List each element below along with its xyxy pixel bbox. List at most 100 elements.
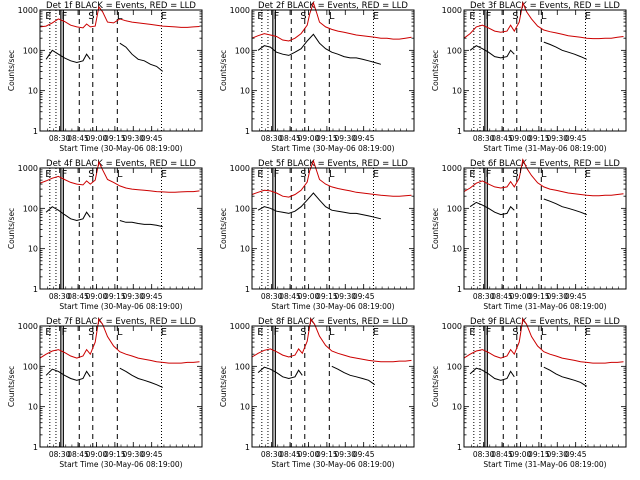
series-line-events xyxy=(257,365,375,386)
x-tick-label: 09:00 xyxy=(298,134,320,143)
x-tick-label: 09:30 xyxy=(122,134,144,143)
x-tick-label: 09:00 xyxy=(86,134,108,143)
segment-marker-f: F xyxy=(62,11,68,22)
y-tick-label: 100 xyxy=(23,46,38,55)
series-line-events xyxy=(45,367,163,388)
y-tick-label: 1 xyxy=(245,127,250,136)
x-tick-label: 08:45 xyxy=(67,134,89,143)
x-tick-label: 09:15 xyxy=(104,292,126,301)
segment-marker-l: L xyxy=(541,327,547,338)
segment-marker-e: E xyxy=(257,169,263,180)
y-tick-label: 10 xyxy=(240,403,250,412)
y-axis-label: Counts/sec xyxy=(219,366,228,407)
segment-marker-s: S xyxy=(512,327,518,338)
x-axis-label: Start Time (30-May-06 08:19:00) xyxy=(59,302,182,311)
y-tick-label: 100 xyxy=(235,46,250,55)
y-tick-label: 1 xyxy=(33,285,38,294)
x-tick-label: 09:00 xyxy=(86,450,108,459)
series-line-lld xyxy=(39,5,200,29)
chart-title: Det 6f BLACK = Events, RED = LLD xyxy=(470,159,620,169)
y-tick-label: 1 xyxy=(245,285,250,294)
segment-marker-e: E xyxy=(469,169,475,180)
x-tick-label: 08:45 xyxy=(279,134,301,143)
x-tick-label: 09:00 xyxy=(86,292,108,301)
x-axis-label: Start Time (31-May-06 08:19:00) xyxy=(483,144,606,153)
y-tick-label: 1000 xyxy=(230,322,250,331)
series-line-lld xyxy=(251,159,412,198)
y-axis-label: Counts/sec xyxy=(7,50,16,91)
segment-marker-e: E xyxy=(45,327,51,338)
segment-marker-f: F xyxy=(274,327,280,338)
y-tick-label: 1000 xyxy=(442,322,462,331)
series-line-events xyxy=(257,33,382,65)
x-tick-label: 09:30 xyxy=(334,450,356,459)
segment-marker-s: S xyxy=(300,169,306,180)
x-tick-label: 09:45 xyxy=(141,134,163,143)
series-line-lld xyxy=(463,1,624,40)
x-tick-label: 08:45 xyxy=(491,292,513,301)
chart-title: Det 2f BLACK = Events, RED = LLD xyxy=(258,1,408,11)
x-tick-label: 08:30 xyxy=(473,292,495,301)
series-line-events xyxy=(469,366,587,387)
y-axis-label: Counts/sec xyxy=(219,50,228,91)
x-tick-label: 09:00 xyxy=(510,450,532,459)
y-tick-label: 1000 xyxy=(230,164,250,173)
segment-marker-f: F xyxy=(274,169,280,180)
x-tick-label: 09:15 xyxy=(104,134,126,143)
segment-marker-e: E xyxy=(469,327,475,338)
x-tick-label: 09:30 xyxy=(334,134,356,143)
segment-marker-e: E xyxy=(257,11,263,22)
y-tick-label: 1 xyxy=(33,443,38,452)
segment-marker-e: E xyxy=(161,11,167,22)
series-line-lld xyxy=(463,317,624,364)
chart-panel-2: Det 2f BLACK = Events, RED = LLD 1 10 100 10… xyxy=(219,1,415,153)
chart-title: Det 1f BLACK = Events, RED = LLD xyxy=(46,1,196,11)
chart-panel-4: Det 4f BLACK = Events, RED = LLD 1 10 100 10… xyxy=(7,159,203,311)
y-tick-label: 100 xyxy=(23,362,38,371)
segment-marker-f: F xyxy=(62,327,68,338)
y-tick-label: 10 xyxy=(240,87,250,96)
segment-marker-l: L xyxy=(117,169,123,180)
segment-marker-e: E xyxy=(585,169,591,180)
x-tick-label: 09:00 xyxy=(298,450,320,459)
y-tick-label: 1000 xyxy=(442,164,462,173)
chart-panel-5: Det 5f BLACK = Events, RED = LLD 1 10 100 10… xyxy=(219,159,415,311)
x-axis-label: Start Time (30-May-06 08:19:00) xyxy=(271,302,394,311)
segment-marker-f: F xyxy=(274,11,280,22)
x-tick-label: 09:00 xyxy=(510,134,532,143)
x-tick-label: 09:45 xyxy=(353,292,375,301)
x-axis-label: Start Time (30-May-06 08:19:00) xyxy=(59,460,182,469)
x-tick-label: 09:15 xyxy=(528,292,550,301)
x-tick-label: 08:30 xyxy=(261,134,283,143)
x-tick-label: 08:30 xyxy=(473,450,495,459)
y-tick-label: 10 xyxy=(28,245,38,254)
y-tick-label: 100 xyxy=(23,204,38,213)
y-axis-label: Counts/sec xyxy=(219,208,228,249)
series-line-lld xyxy=(39,160,200,193)
segment-marker-e: E xyxy=(585,327,591,338)
x-tick-label: 09:15 xyxy=(104,450,126,459)
y-axis-label: Counts/sec xyxy=(7,366,16,407)
series-line-lld xyxy=(251,317,412,363)
y-tick-label: 10 xyxy=(452,403,462,412)
y-tick-label: 100 xyxy=(235,204,250,213)
x-tick-label: 09:45 xyxy=(565,450,587,459)
series-line-lld xyxy=(251,1,412,42)
segment-marker-e: E xyxy=(373,11,379,22)
chart-title: Det 9f BLACK = Events, RED = LLD xyxy=(470,317,620,327)
segment-marker-e: E xyxy=(161,327,167,338)
chart-panel-8: Det 8f BLACK = Events, RED = LLD 1 10 100 10… xyxy=(219,317,415,469)
segment-marker-e: E xyxy=(161,169,167,180)
chart-title: Det 8f BLACK = Events, RED = LLD xyxy=(258,317,408,327)
series-line-lld xyxy=(463,158,624,197)
x-tick-label: 09:45 xyxy=(565,292,587,301)
x-tick-label: 08:45 xyxy=(279,450,301,459)
y-tick-label: 10 xyxy=(28,87,38,96)
y-tick-label: 10 xyxy=(240,245,250,254)
chart-title: Det 7f BLACK = Events, RED = LLD xyxy=(46,317,196,327)
y-tick-label: 1000 xyxy=(18,322,38,331)
chart-title: Det 5f BLACK = Events, RED = LLD xyxy=(258,159,408,169)
y-axis-label: Counts/sec xyxy=(431,366,440,407)
x-tick-label: 08:30 xyxy=(49,292,71,301)
